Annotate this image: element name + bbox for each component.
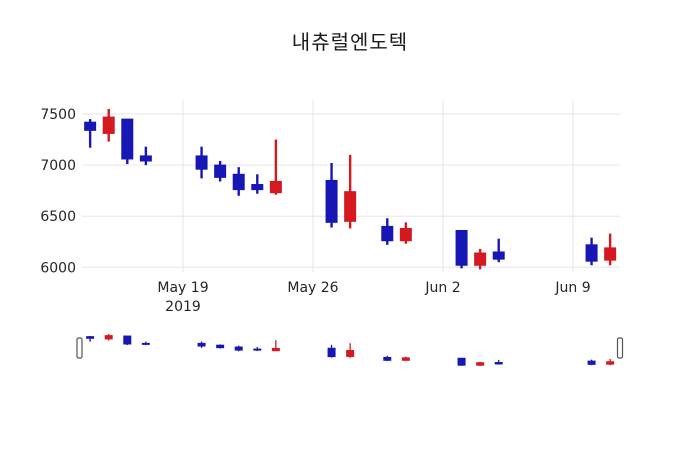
mini-candle-body xyxy=(346,350,355,357)
candle-body xyxy=(344,191,357,222)
candle[interactable] xyxy=(604,233,617,266)
rangeslider-mini-candle xyxy=(104,334,113,341)
x-tick-label: Jun 2 xyxy=(424,280,460,296)
candle[interactable] xyxy=(232,167,245,196)
candle[interactable] xyxy=(269,139,282,195)
mini-candle-body xyxy=(86,336,95,339)
mini-candle-body xyxy=(271,347,280,352)
mini-candle-body xyxy=(141,342,150,345)
mini-candle-body xyxy=(587,360,596,365)
mini-candle-body xyxy=(457,357,466,366)
candle-body xyxy=(585,244,598,262)
candle-body xyxy=(381,225,394,242)
rangeslider-left-handle[interactable] xyxy=(76,337,83,359)
candle[interactable] xyxy=(251,174,264,194)
mini-candle-body xyxy=(327,347,336,358)
mini-candle-body xyxy=(234,346,243,351)
chart-title: 내츄럴엔도텍 xyxy=(291,30,409,54)
rangeslider-track[interactable] xyxy=(82,330,620,370)
candle[interactable] xyxy=(344,154,357,229)
y-tick-label: 6500 xyxy=(40,209,76,225)
rangeslider-mini-candle xyxy=(123,335,132,346)
mini-candle-body xyxy=(216,344,225,349)
candle[interactable] xyxy=(455,230,468,269)
mini-candle-body xyxy=(494,362,503,365)
rangeslider-mini-candle xyxy=(401,356,410,361)
rangeslider-mini-candle xyxy=(383,355,392,362)
rangeslider-right-handle[interactable] xyxy=(616,337,624,359)
candle-body xyxy=(269,180,282,194)
rangeslider-mini-candle xyxy=(346,343,355,358)
candle[interactable] xyxy=(195,146,208,179)
candle-body xyxy=(84,121,97,131)
mini-candle-body xyxy=(476,362,485,366)
candle[interactable] xyxy=(474,248,487,270)
x-tick-label: Jun 9 xyxy=(554,280,590,296)
y-tick-label: 7500 xyxy=(40,107,76,123)
rangeslider-mini-candle xyxy=(457,357,466,366)
rangeslider-mini-candle xyxy=(271,340,280,352)
candle[interactable] xyxy=(139,146,152,166)
y-tick-label: 7000 xyxy=(40,158,76,174)
rangeslider-mini-candle xyxy=(197,341,206,348)
x-tick-label: May 26 xyxy=(287,280,338,296)
x-tick-label: May 19 xyxy=(157,280,208,296)
x-axis-year-label: 2019 xyxy=(165,299,201,315)
rangeslider-mini-candle xyxy=(141,341,150,346)
candle-body xyxy=(399,227,412,242)
mini-candle-body xyxy=(401,357,410,361)
rangeslider-mini-candle xyxy=(606,358,615,366)
candle-body xyxy=(325,179,338,223)
candle[interactable] xyxy=(84,119,97,148)
candle-body xyxy=(195,155,208,170)
candle-body xyxy=(139,155,152,162)
rangeslider-mini-candle xyxy=(327,344,336,358)
y-tick-label: 6000 xyxy=(40,260,76,276)
candle[interactable] xyxy=(399,222,412,244)
candle-body xyxy=(102,116,115,134)
candle-body xyxy=(214,164,227,178)
candle-body xyxy=(232,173,245,191)
candle-body xyxy=(492,251,505,260)
candle-body xyxy=(604,247,617,261)
candle-body xyxy=(251,184,264,191)
candle[interactable] xyxy=(214,161,227,182)
mini-candle-body xyxy=(606,361,615,365)
candle-body xyxy=(474,252,487,266)
candle-body xyxy=(121,118,134,160)
rangeslider-mini-candle xyxy=(494,359,503,365)
candle[interactable] xyxy=(325,163,338,228)
rangeslider-mini-candle xyxy=(587,359,596,366)
mini-candle-body xyxy=(123,335,132,345)
rangeslider-mini-candle xyxy=(86,336,95,342)
mini-candle-body xyxy=(383,356,392,361)
rangeslider-mini-candle xyxy=(216,344,225,349)
candle[interactable] xyxy=(585,237,598,266)
candle[interactable] xyxy=(381,218,394,245)
candle[interactable] xyxy=(492,238,505,263)
candle[interactable] xyxy=(102,108,115,142)
candle-body xyxy=(455,230,468,266)
rangeslider-mini-candle xyxy=(476,361,485,366)
candle[interactable] xyxy=(121,118,134,165)
rangeslider-mini-candle xyxy=(234,345,243,352)
mini-candle-body xyxy=(253,348,262,351)
mini-candle-body xyxy=(197,342,206,347)
mini-candle-body xyxy=(104,335,113,340)
rangeslider-mini-candle xyxy=(253,347,262,351)
